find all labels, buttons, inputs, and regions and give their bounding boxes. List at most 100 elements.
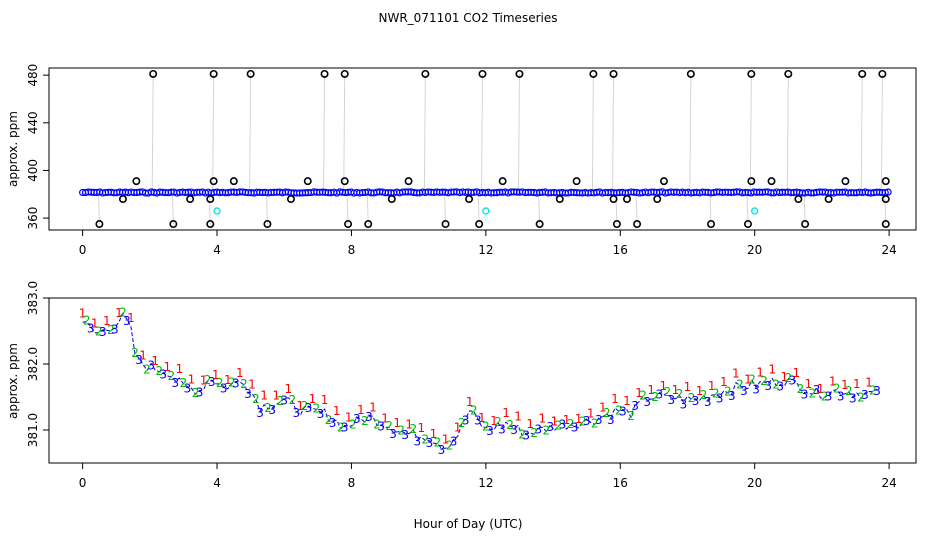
series-2-point: 2 [639,388,647,402]
mid-outlier-point [653,195,662,204]
series-1-point: 1 [91,317,99,331]
series-3-point: 3 [801,387,809,401]
series-2-point: 2 [627,409,635,423]
series-2-point: 2 [470,404,478,418]
secondary-point [750,207,759,215]
secondary-point [213,207,221,215]
high-outlier-point [209,69,218,78]
spike-line [97,192,100,225]
mid-outlier-point [841,177,850,186]
series-3-point: 3 [486,424,494,438]
low-outlier-point [169,220,178,229]
series-2-point: 2 [857,390,865,404]
series-1-point: 1 [260,389,268,403]
series-3-point: 3 [208,375,216,389]
top-spike-lines [97,73,887,225]
spike-line [343,73,346,193]
series-1-point: 1 [127,311,135,325]
top-y-tick-label: 400 [26,159,40,182]
mid-outlier-point [465,195,474,204]
top-x-tick-label: 12 [478,243,493,257]
series-3-point: 3 [123,314,131,328]
series-1-point: 1 [188,372,196,386]
low-outlier-point [95,220,104,229]
series-1-point: 1 [442,432,450,446]
series-1-point: 1 [526,417,534,431]
series-2-point: 2 [676,387,684,401]
series-3-point: 3 [341,420,349,434]
series-2-point: 2 [482,419,490,433]
spike-line [884,192,887,225]
series-3-point: 3 [583,414,591,428]
series-2-point: 2 [567,417,575,431]
series-2-point: 2 [168,369,176,383]
series-2-point: 2 [361,414,369,428]
spike-line [151,73,154,193]
series-3-point: 3 [522,428,530,442]
series-3-point: 3 [643,395,651,409]
series-2-point: 2 [301,399,309,413]
spike-line [860,73,863,193]
spike-line [591,73,594,193]
series-3-point: 3 [837,390,845,404]
low-outlier-point [535,220,544,229]
series-1-point: 1 [780,370,788,384]
spike-line [249,73,252,193]
series-1-point: 1 [575,412,583,426]
series-2-point: 2 [748,372,756,386]
series-3-point: 3 [99,325,107,339]
spike-line [477,192,480,225]
series-2-point: 2 [809,386,817,400]
series-2-point: 2 [712,387,720,401]
series-3-point: 3 [413,434,421,448]
series-1-point: 1 [659,379,667,393]
top-x-tick-label: 8 [348,243,356,257]
series-3-point: 3 [159,368,167,382]
series-3-point: 3 [220,381,228,395]
series-3-point: 3 [655,388,663,402]
series-3-point: 3 [450,435,458,449]
top-plot-frame [48,67,917,231]
series-2-point: 2 [252,392,260,406]
series-1-point: 1 [502,406,510,420]
low-outlier-point [633,220,642,229]
series-2-point: 2 [518,427,526,441]
mid-outlier-point [572,177,581,186]
series-1-point: 1 [248,377,256,391]
spike-line [803,192,806,225]
series-1-point: 1 [744,372,752,386]
high-outlier-point [609,69,618,78]
spike-line [880,73,883,193]
series-1-point: 1 [163,360,171,374]
series-1-point: 1 [418,421,426,435]
series-1-point: 1 [563,413,571,427]
series-3-point: 3 [873,384,881,398]
top-y-axis-label: approx. ppm [6,111,20,187]
series-1-point: 1 [430,427,438,441]
series-1-point: 1 [405,418,413,432]
series-2-point: 2 [204,373,212,387]
series-1-point: 1 [684,380,692,394]
mid-outlier-point [794,195,803,204]
series-1-point: 1 [720,375,728,389]
series-3-point: 3 [571,420,579,434]
series-2-point: 2 [434,436,442,450]
series-3-point: 3 [462,413,470,427]
series-2-point: 2 [664,385,672,399]
series-1-point: 1 [538,411,546,425]
bottom-x-tick-label: 4 [213,476,221,490]
series-3-point: 3 [849,392,857,406]
spike-line [612,73,615,193]
series-2-point: 2 [724,385,732,399]
low-outlier-point [263,220,272,229]
series-2-point: 2 [833,382,841,396]
bottom-x-tick-label: 0 [79,476,87,490]
x-axis-label: Hour of Day (UTC) [414,517,523,531]
series-2-point: 2 [385,419,393,433]
bottom-y-axis-label: approx. ppm [6,343,20,419]
low-outlier-point [881,220,890,229]
mid-outlier-point [555,195,564,204]
series-3-point: 3 [547,420,555,434]
series-2-point: 2 [530,426,538,440]
spike-line [689,73,692,193]
